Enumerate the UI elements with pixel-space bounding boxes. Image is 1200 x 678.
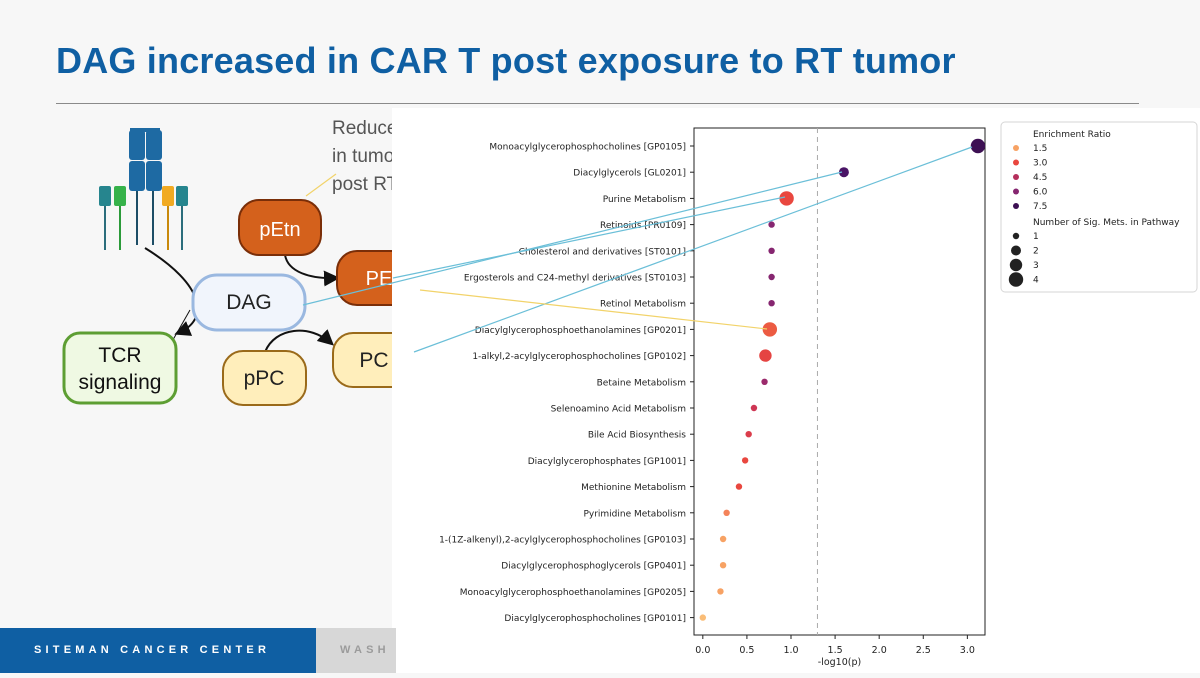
y-tick-label: Retinoids [PR0109] bbox=[600, 221, 686, 231]
legend-color-label: 6.0 bbox=[1033, 188, 1048, 198]
x-tick-label: 1.5 bbox=[828, 645, 843, 656]
legend-color-title: Enrichment Ratio bbox=[1033, 130, 1111, 140]
data-point bbox=[768, 300, 775, 307]
node-pPC-label: pPC bbox=[244, 367, 285, 390]
node-pPC: pPC bbox=[222, 350, 307, 406]
y-tick-label: Purine Metabolism bbox=[603, 195, 686, 205]
x-tick-label: 0.5 bbox=[739, 645, 754, 656]
legend-color-label: 4.5 bbox=[1033, 173, 1047, 183]
x-tick-label: 2.5 bbox=[916, 645, 931, 656]
y-tick-label: Methionine Metabolism bbox=[581, 483, 686, 493]
node-DAG-label: DAG bbox=[226, 291, 272, 314]
node-PC-label: PC bbox=[359, 349, 388, 372]
legend-size-marker bbox=[1011, 245, 1021, 256]
data-point bbox=[719, 535, 727, 543]
y-tick-label: Diacylglycerophosphates [GP1001] bbox=[528, 457, 686, 467]
legend-size-label: 3 bbox=[1033, 261, 1039, 271]
legend-size-label: 2 bbox=[1033, 247, 1039, 257]
legend-color-label: 3.0 bbox=[1033, 159, 1048, 169]
data-point bbox=[699, 614, 707, 621]
y-tick-label: Betaine Metabolism bbox=[597, 378, 686, 388]
data-point bbox=[768, 221, 775, 228]
legend-size-marker bbox=[1009, 258, 1023, 272]
legend-size-marker bbox=[1012, 232, 1020, 240]
node-TCR-signaling: TCR signaling bbox=[62, 331, 178, 405]
y-tick-label: 1-(1Z-alkenyl),2-acylglycerophosphocholi… bbox=[439, 536, 686, 546]
pathway-diagram: Reduced in tumor post RT pEtn PE DAG PC … bbox=[62, 118, 422, 406]
data-point bbox=[970, 138, 986, 154]
node-TCR-label-2: signaling bbox=[79, 371, 162, 394]
x-tick-label: 0.0 bbox=[695, 645, 710, 656]
legend-color-swatch bbox=[1013, 203, 1019, 209]
footer-siteman: SITEMAN CANCER CENTER bbox=[0, 628, 316, 673]
legend-size-marker bbox=[1008, 272, 1024, 287]
data-point bbox=[762, 322, 778, 337]
slide-title: DAG increased in CAR T post exposure to … bbox=[56, 40, 956, 81]
car-receptor-icon bbox=[99, 128, 188, 250]
data-point bbox=[719, 562, 727, 569]
enrichment-chart-panel: 0.0 0.5 1.0 1.5 2.0 2.5 3.0 -log10(p) Monoacylgl… bbox=[392, 108, 1200, 673]
annotation-line-3: post RT bbox=[332, 174, 399, 195]
legend-color-swatch bbox=[1013, 174, 1019, 180]
y-tick-label: Diacylglycerophosphoethanolamines [GP020… bbox=[475, 326, 686, 336]
legend-color-swatch bbox=[1013, 145, 1019, 151]
legend-color-label: 7.5 bbox=[1033, 202, 1047, 212]
data-point bbox=[759, 349, 772, 362]
y-tick-label: Bile Acid Biosynthesis bbox=[588, 431, 686, 441]
node-TCR-label-1: TCR bbox=[98, 344, 141, 367]
y-tick-label: Diacylglycerophosphocholines [GP0101] bbox=[504, 614, 686, 624]
arrow-receptor-to-tcr bbox=[144, 247, 199, 336]
y-tick-label: Ergosterols and C24-methyl derivatives [… bbox=[464, 274, 686, 284]
plot-axes-frame bbox=[693, 127, 986, 636]
title-divider bbox=[56, 103, 1139, 104]
annotation-line-2: in tumor bbox=[332, 146, 401, 167]
data-point bbox=[735, 483, 743, 490]
data-point bbox=[761, 378, 768, 385]
legend-box bbox=[1000, 121, 1198, 293]
annotation-line-1: Reduced bbox=[332, 118, 408, 139]
node-pEtn-label: pEtn bbox=[259, 219, 300, 241]
data-point bbox=[717, 588, 724, 595]
data-point bbox=[779, 191, 794, 206]
y-tick-label: Monoacylglycerophosphoethanolamines [GP0… bbox=[460, 588, 686, 598]
data-point bbox=[838, 167, 849, 178]
legend-size-title: Number of Sig. Mets. in Pathway bbox=[1033, 218, 1180, 228]
legend-size-label: 1 bbox=[1033, 232, 1039, 242]
y-tick-label: Retinol Metabolism bbox=[600, 300, 686, 310]
y-tick-label: 1-alkyl,2-acylglycerophosphocholines [GP… bbox=[472, 352, 686, 362]
data-point bbox=[723, 509, 730, 516]
enrichment-dot-plot: 0.0 0.5 1.0 1.5 2.0 2.5 3.0 -log10(p) Monoacylgl… bbox=[439, 121, 1198, 668]
y-tick-label: Selenoamino Acid Metabolism bbox=[551, 405, 686, 415]
y-tick-label: Monoacylglycerophosphocholines [GP0105] bbox=[489, 143, 686, 153]
data-point bbox=[768, 273, 775, 281]
data-point bbox=[745, 431, 752, 438]
data-point bbox=[741, 457, 749, 464]
footer-washu: WASH bbox=[316, 628, 396, 673]
y-tick-label: Diacylglycerols [GL0201] bbox=[573, 169, 686, 179]
y-tick-label: Pyrimidine Metabolism bbox=[583, 509, 686, 519]
x-tick-label: 2.0 bbox=[872, 645, 887, 656]
x-tick-label: 1.0 bbox=[783, 645, 798, 656]
arrow-pPC-to-PC bbox=[264, 329, 334, 353]
data-point bbox=[750, 404, 758, 412]
legend-color-label: 1.5 bbox=[1033, 144, 1047, 154]
data-point bbox=[768, 247, 775, 254]
node-DAG: DAG bbox=[191, 273, 307, 332]
y-tick-label: Cholesterol and derivatives [ST0101] bbox=[519, 247, 686, 257]
x-axis-label: -log10(p) bbox=[818, 657, 861, 668]
legend-size-label: 4 bbox=[1033, 276, 1039, 286]
node-pEtn: pEtn bbox=[238, 199, 322, 256]
legend-color-swatch bbox=[1013, 159, 1019, 166]
legend-color-swatch bbox=[1013, 188, 1019, 195]
node-PE-label: PE bbox=[366, 268, 393, 290]
x-tick-label: 3.0 bbox=[960, 645, 975, 656]
arrow-pEtn-to-PE bbox=[284, 254, 340, 287]
y-tick-label: Diacylglycerophosphoglycerols [GP0401] bbox=[501, 562, 686, 572]
